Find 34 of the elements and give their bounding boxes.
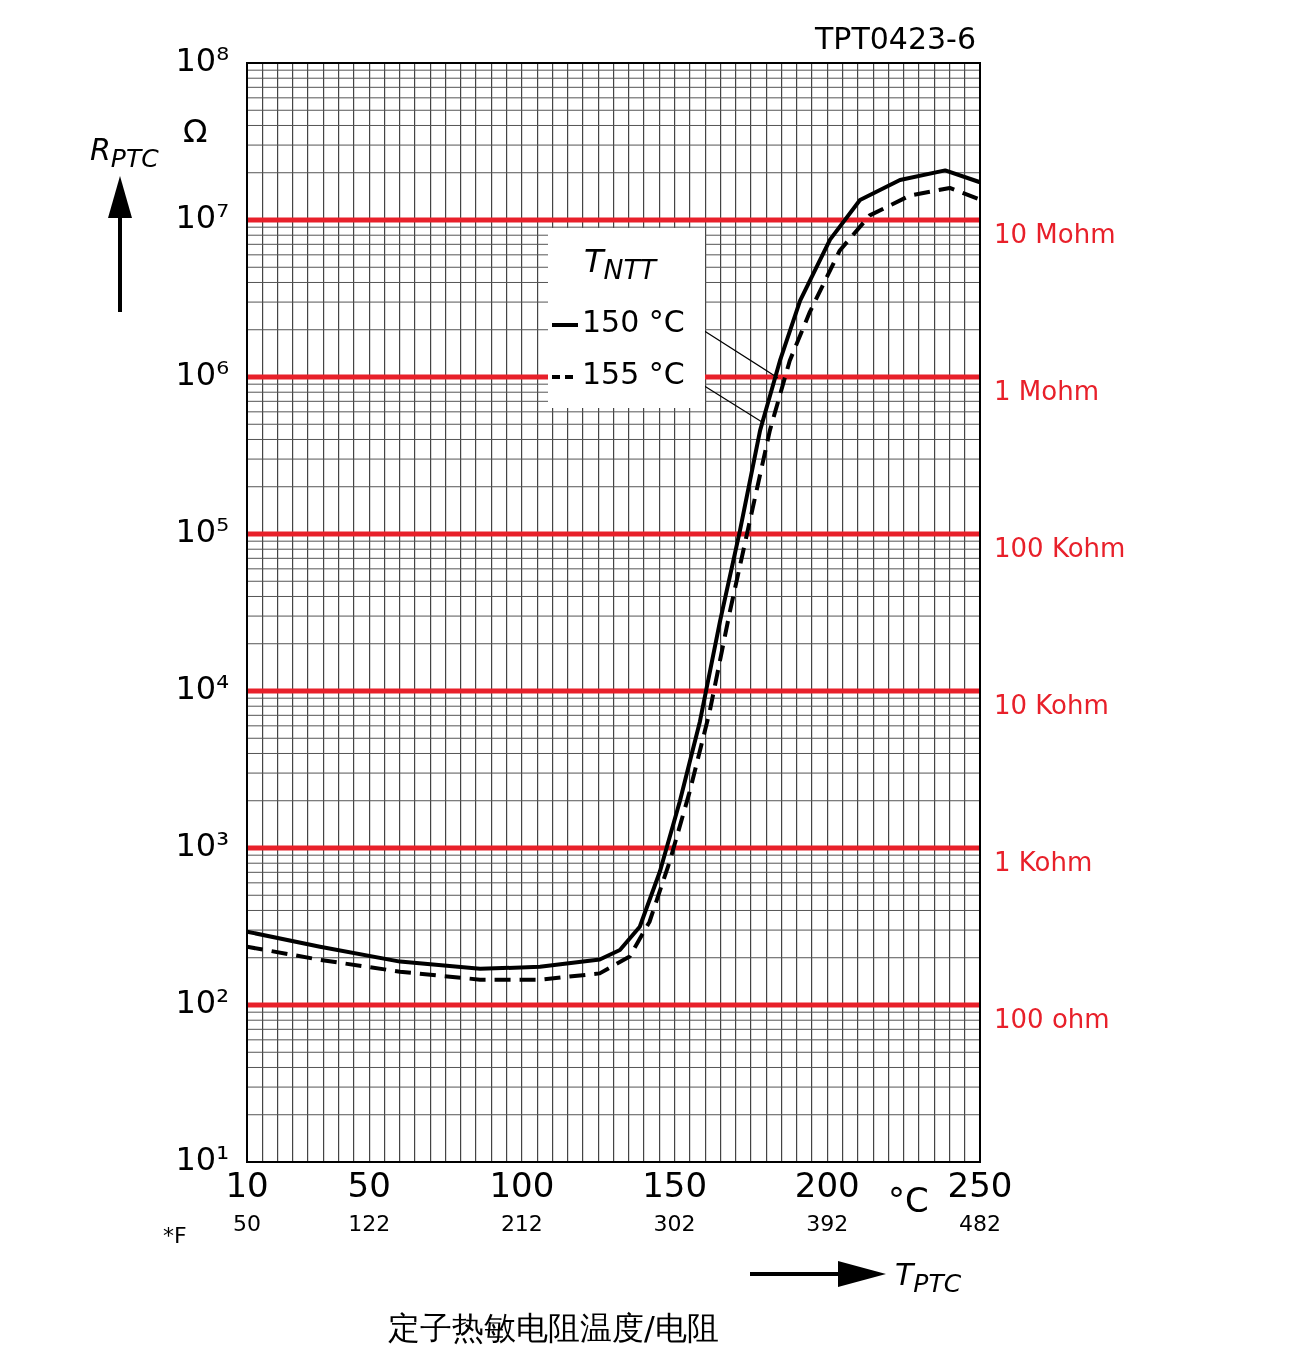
x2-tick-label: 50: [233, 1210, 261, 1236]
x-tick-label: 200: [794, 1165, 860, 1206]
y-tick-label: 10²: [175, 983, 229, 1022]
legend-label: 155 °C: [582, 356, 685, 391]
text: TPT0423-6: [815, 21, 977, 56]
y-tick-label: 10⁶: [175, 355, 229, 394]
ref-line-label: 1 Kohm: [994, 846, 1093, 877]
y-tick-label: 10⁴: [175, 669, 229, 708]
x2-tick-label: 392: [806, 1210, 849, 1236]
x2-tick-label: 302: [653, 1210, 696, 1236]
y-axis-title: R$_{PTC}$: [90, 132, 159, 173]
x-tick-label: 50: [347, 1165, 391, 1206]
y-tick-label: 10⁵: [175, 512, 229, 551]
x2-tick-label: 482: [959, 1210, 1001, 1236]
legend-title: T$_{NTT}$: [584, 242, 657, 286]
x2-axis-title: *F: [163, 1223, 187, 1248]
ref-line-label: 100 ohm: [994, 1003, 1110, 1034]
text: 定子热敏电阻温度/电阻: [388, 1309, 719, 1347]
x2-tick-label: 212: [500, 1210, 543, 1236]
ref-line-label: 1 Mohm: [994, 375, 1099, 406]
y-tick-label: 10³: [175, 826, 229, 865]
x-tick-label: 150: [642, 1165, 708, 1206]
y-tick-label: 10⁷: [175, 198, 229, 237]
x2-tick-label: 122: [348, 1210, 391, 1236]
x-axis-title: T$_{PTC}$: [895, 1257, 962, 1298]
text: Ω: [183, 112, 208, 150]
ref-line-label: 100 Kohm: [994, 532, 1126, 563]
y-tick-label: 10⁸: [175, 41, 229, 80]
x-tick-label: 100: [489, 1165, 555, 1206]
ref-line-label: 10 Mohm: [994, 218, 1116, 249]
ref-line-label: 10 Kohm: [994, 689, 1109, 720]
text: °C: [888, 1180, 929, 1220]
x-tick-label: 250: [947, 1165, 1013, 1206]
legend-label: 150 °C: [582, 304, 685, 339]
